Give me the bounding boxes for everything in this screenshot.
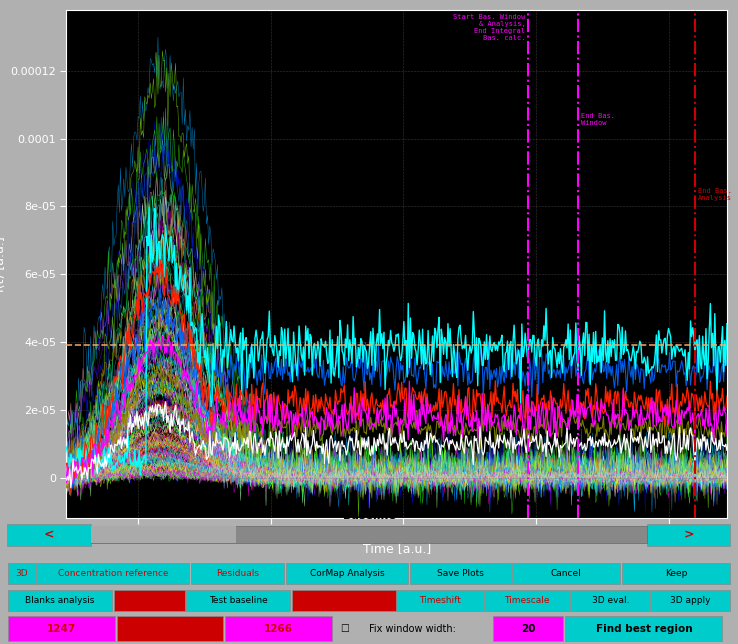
FancyBboxPatch shape <box>114 589 184 612</box>
Y-axis label: I(t) [a.u.]: I(t) [a.u.] <box>0 236 7 292</box>
Text: 3D eval.: 3D eval. <box>592 596 630 605</box>
Text: 3D apply: 3D apply <box>670 596 711 605</box>
FancyBboxPatch shape <box>92 526 236 543</box>
FancyBboxPatch shape <box>225 616 332 641</box>
Text: Residuals: Residuals <box>216 569 259 578</box>
Text: Start Bas. Window
& Analysis,
End Integral
Bas. calc.: Start Bas. Window & Analysis, End Integr… <box>453 14 525 41</box>
Text: CorMap Analysis: CorMap Analysis <box>310 569 384 578</box>
FancyBboxPatch shape <box>621 562 730 585</box>
FancyBboxPatch shape <box>8 589 112 612</box>
Text: Fix window width:: Fix window width: <box>369 623 456 634</box>
Text: 1247: 1247 <box>47 623 76 634</box>
Text: 1310: 1310 <box>156 623 184 634</box>
FancyBboxPatch shape <box>565 616 723 641</box>
Text: 20: 20 <box>521 623 535 634</box>
FancyBboxPatch shape <box>647 524 730 545</box>
FancyBboxPatch shape <box>652 589 730 612</box>
Text: End Bas.
Window: End Bas. Window <box>581 113 615 126</box>
FancyBboxPatch shape <box>493 616 563 641</box>
FancyBboxPatch shape <box>92 526 646 543</box>
X-axis label: Time [a.u.]: Time [a.u.] <box>362 542 431 554</box>
FancyBboxPatch shape <box>286 562 408 585</box>
Text: Concentration reference: Concentration reference <box>58 569 168 578</box>
Text: >: > <box>683 528 694 541</box>
Text: Baseline apply: Baseline apply <box>311 596 376 605</box>
Text: Timeshift: Timeshift <box>419 596 461 605</box>
FancyBboxPatch shape <box>186 589 290 612</box>
FancyBboxPatch shape <box>8 616 115 641</box>
FancyBboxPatch shape <box>190 562 284 585</box>
Text: Cancel: Cancel <box>551 569 582 578</box>
FancyBboxPatch shape <box>7 524 91 545</box>
FancyBboxPatch shape <box>38 562 189 585</box>
FancyBboxPatch shape <box>397 589 483 612</box>
FancyBboxPatch shape <box>571 589 650 612</box>
Text: Keep: Keep <box>665 569 687 578</box>
Text: ☐: ☐ <box>340 623 349 634</box>
Text: <: < <box>44 528 54 541</box>
Text: 3D: 3D <box>15 569 28 578</box>
Text: Blanks analysis: Blanks analysis <box>25 596 94 605</box>
Text: Timescale: Timescale <box>504 596 550 605</box>
Text: Save Plots: Save Plots <box>437 569 483 578</box>
FancyBboxPatch shape <box>512 562 621 585</box>
FancyBboxPatch shape <box>410 562 511 585</box>
FancyBboxPatch shape <box>292 589 396 612</box>
Text: Baseline: Baseline <box>130 596 168 605</box>
Text: 1266: 1266 <box>264 623 293 634</box>
Text: Baseline: Baseline <box>342 511 396 522</box>
Text: Test baseline: Test baseline <box>209 596 268 605</box>
Text: End Bas.
Analysis: End Bas. Analysis <box>697 187 732 200</box>
FancyBboxPatch shape <box>8 562 36 585</box>
FancyBboxPatch shape <box>117 616 224 641</box>
FancyBboxPatch shape <box>484 589 570 612</box>
Text: Find best region: Find best region <box>596 623 692 634</box>
